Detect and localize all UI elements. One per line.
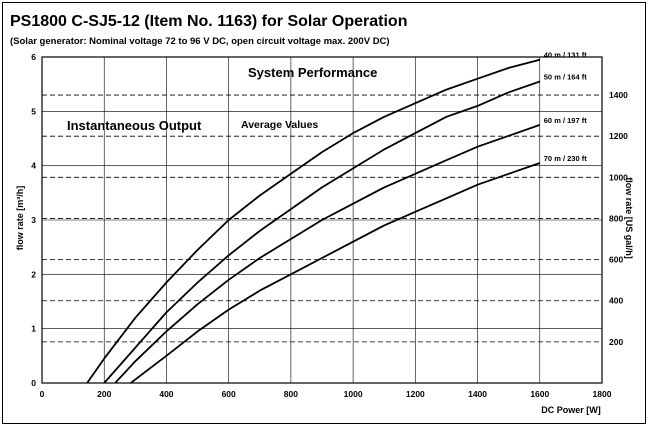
y-tick-label: 4 xyxy=(31,161,36,171)
x-tick-label: 600 xyxy=(222,389,236,399)
series-line-1 xyxy=(86,58,541,384)
y-tick-label: 0 xyxy=(31,378,36,388)
y2-tick-label: 200 xyxy=(609,337,623,347)
series-line-3 xyxy=(114,124,541,384)
annotation-system-performance: System Performance xyxy=(248,65,377,80)
y2-axis-label: flow rate [US gal/h] xyxy=(624,177,634,259)
y-tick-label: 1 xyxy=(31,324,36,334)
x-tick-label: 1000 xyxy=(344,389,363,399)
y2-tick-label: 1000 xyxy=(609,172,628,182)
x-tick-label: 400 xyxy=(159,389,173,399)
annotation-instantaneous-output: Instantaneous Output xyxy=(67,118,202,133)
annotation-average-values: Average Values xyxy=(241,119,318,131)
chart-title: PS1800 C-SJ5-12 (Item No. 1163) for Sola… xyxy=(10,13,408,30)
series-label-2: 50 m / 164 ft xyxy=(544,72,587,81)
series-label-3: 60 m / 197 ft xyxy=(544,116,587,125)
y2-tick-label: 800 xyxy=(609,213,623,223)
chart-frame xyxy=(2,2,646,424)
y-tick-label: 2 xyxy=(31,269,36,279)
x-tick-label: 200 xyxy=(97,389,111,399)
y2-tick-label: 1200 xyxy=(609,131,628,141)
y-tick-label: 5 xyxy=(31,106,36,116)
x-tick-label: 800 xyxy=(284,389,298,399)
series-label-1: 40 m / 131 ft xyxy=(544,51,587,60)
y-axis-label: flow rate [m³/h] xyxy=(15,186,25,251)
x-tick-label: 1400 xyxy=(468,389,487,399)
series-label-4: 70 m / 230 ft xyxy=(544,154,587,163)
y2-tick-label: 1400 xyxy=(609,90,628,100)
x-tick-label: 0 xyxy=(40,389,45,399)
y-tick-label: 3 xyxy=(31,215,36,225)
y-tick-label: 6 xyxy=(31,52,36,62)
x-tick-label: 1600 xyxy=(530,389,549,399)
y2-tick-label: 600 xyxy=(609,255,623,265)
x-tick-label: 1800 xyxy=(593,389,612,399)
grid xyxy=(41,56,603,384)
x-axis-label: DC Power [W] xyxy=(541,405,601,415)
y2-tick-label: 400 xyxy=(609,296,623,306)
chart-subtitle: (Solar generator: Nominal voltage 72 to … xyxy=(10,36,390,47)
labels-group: 0 200 400 600 800 1000 1200 1400 1600 1800 0 1 2 3 4 5 6… xyxy=(31,51,628,399)
series-group xyxy=(86,58,541,384)
series-line-2 xyxy=(103,80,541,384)
series-line-4 xyxy=(130,162,541,384)
x-tick-label: 1200 xyxy=(406,389,425,399)
